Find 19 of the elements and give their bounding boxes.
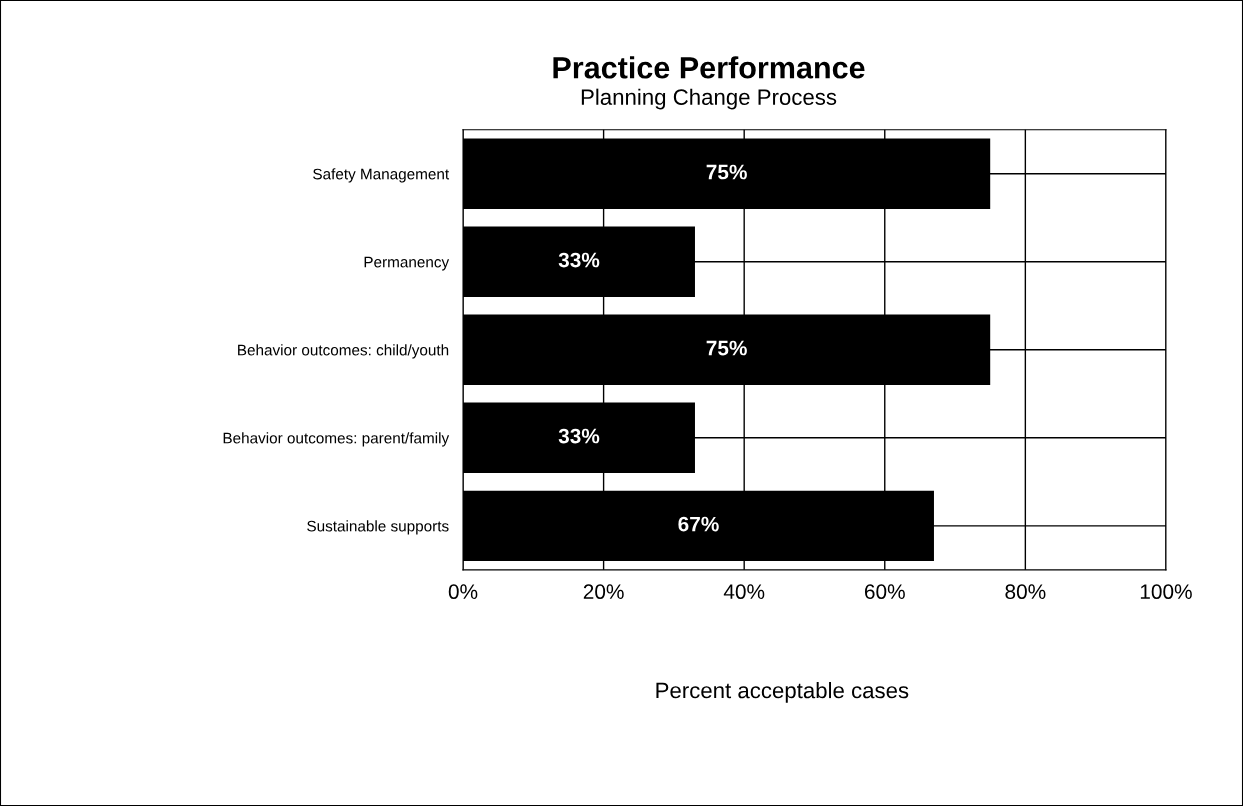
data-label: 33% (558, 428, 600, 444)
data-label: 75% (706, 164, 747, 180)
y-tick-label: Safety Management (313, 168, 450, 183)
x-tick-label: 80% (1005, 584, 1046, 600)
data-label: 33% (558, 252, 600, 268)
x-tick-label: 0% (448, 584, 478, 600)
x-tick-label: 100% (1140, 584, 1192, 600)
chart-title: Practice Performance (553, 56, 865, 79)
x-tick-label: 20% (583, 584, 624, 600)
y-tick-label: Sustainable supports (307, 520, 449, 535)
y-tick-label: Behavior outcomes: parent/family (223, 432, 450, 447)
x-tick-label: 60% (864, 584, 905, 600)
x-tick-label: 40% (723, 584, 765, 600)
x-axis-title: Percent acceptable cases (656, 682, 909, 703)
y-tick-label: Permanency (364, 256, 450, 271)
data-label: 75% (706, 340, 747, 356)
y-tick-label: Behavior outcomes: child/youth (238, 344, 449, 359)
data-label: 67% (678, 516, 719, 532)
chart-subtitle: Planning Change Process (581, 88, 837, 110)
